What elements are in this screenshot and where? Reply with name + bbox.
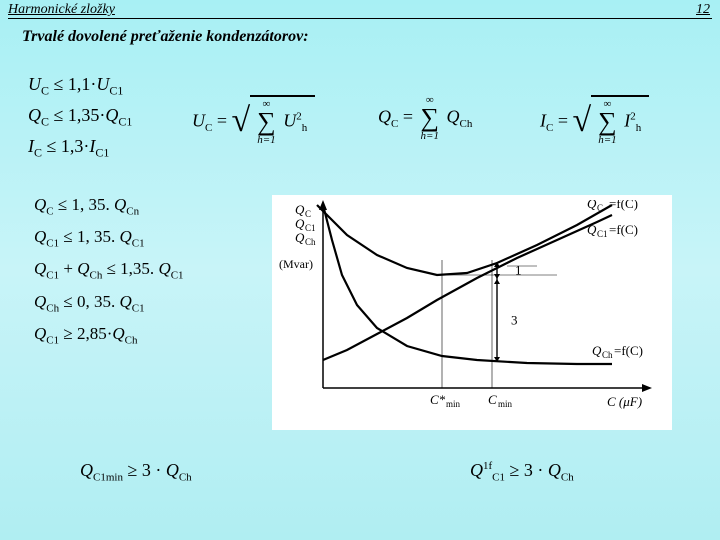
svg-text:3: 3 <box>511 313 518 328</box>
page-number: 12 <box>696 2 710 18</box>
svg-text:C1: C1 <box>597 229 608 239</box>
svg-text:1: 1 <box>515 263 522 278</box>
subtitle: Trvalé dovolené preťaženie kondenzátorov… <box>22 28 309 46</box>
svg-text:min: min <box>446 399 461 409</box>
svg-text:C: C <box>488 392 497 407</box>
bottom-equation-1: QC1min ≥ 3 · QCh <box>80 460 192 484</box>
svg-text:(Mvar): (Mvar) <box>279 257 313 271</box>
svg-text:Q: Q <box>587 222 597 237</box>
inequality-block-1: UC ≤ 1,1·UC1 QC ≤ 1,35·QC1 IC ≤ 1,3·IC1 <box>28 70 132 162</box>
equation-uc: UC = √ ∞∑h=1 U2h <box>192 95 315 150</box>
equation-ic: IC = √ ∞∑h=1 I2h <box>540 95 649 150</box>
ineq-row: QC ≤ 1, 35. QCn <box>34 190 184 222</box>
svg-text:C (μF): C (μF) <box>607 394 642 409</box>
header-title: Harmonické zložky <box>8 2 115 18</box>
capacitor-chart: QCQC1QCh(Mvar)13QC=f(C)QC1=f(C)QCh=f(C)C… <box>272 195 672 430</box>
svg-text:C: C <box>597 203 603 213</box>
svg-text:=f(C): =f(C) <box>609 200 638 211</box>
ineq-row: IC ≤ 1,3·IC1 <box>28 132 132 163</box>
svg-text:Q: Q <box>295 202 305 217</box>
svg-text:Q: Q <box>295 216 305 231</box>
svg-text:=f(C): =f(C) <box>614 343 643 358</box>
ineq-row: UC ≤ 1,1·UC1 <box>28 70 132 101</box>
bottom-equation-2: Q1fC1 ≥ 3 · QCh <box>470 460 574 484</box>
equation-qc: QC = ∞∑h=1 QCh <box>378 95 472 142</box>
svg-text:Q: Q <box>295 230 305 245</box>
svg-text:C1: C1 <box>305 223 316 233</box>
svg-text:Q: Q <box>592 343 602 358</box>
svg-text:=f(C): =f(C) <box>609 222 638 237</box>
ineq-row: QC1 ≤ 1, 35. QC1 <box>34 222 184 254</box>
chart-svg: QCQC1QCh(Mvar)13QC=f(C)QC1=f(C)QCh=f(C)C… <box>277 200 667 425</box>
header-rule <box>8 18 712 19</box>
svg-text:Ch: Ch <box>602 350 613 360</box>
svg-text:C: C <box>305 209 311 219</box>
ineq-row: QC1 ≥ 2,85·QCh <box>34 319 184 351</box>
svg-text:Ch: Ch <box>305 237 316 247</box>
svg-text:min: min <box>498 399 513 409</box>
svg-text:Q: Q <box>587 200 597 211</box>
inequality-block-2: QC ≤ 1, 35. QCn QC1 ≤ 1, 35. QC1 QC1 + Q… <box>34 190 184 351</box>
ineq-row: QC ≤ 1,35·QC1 <box>28 101 132 132</box>
svg-text:C*: C* <box>430 392 446 407</box>
ineq-row: QC1 + QCh ≤ 1,35. QC1 <box>34 254 184 286</box>
ineq-row: QCh ≤ 0, 35. QC1 <box>34 287 184 319</box>
